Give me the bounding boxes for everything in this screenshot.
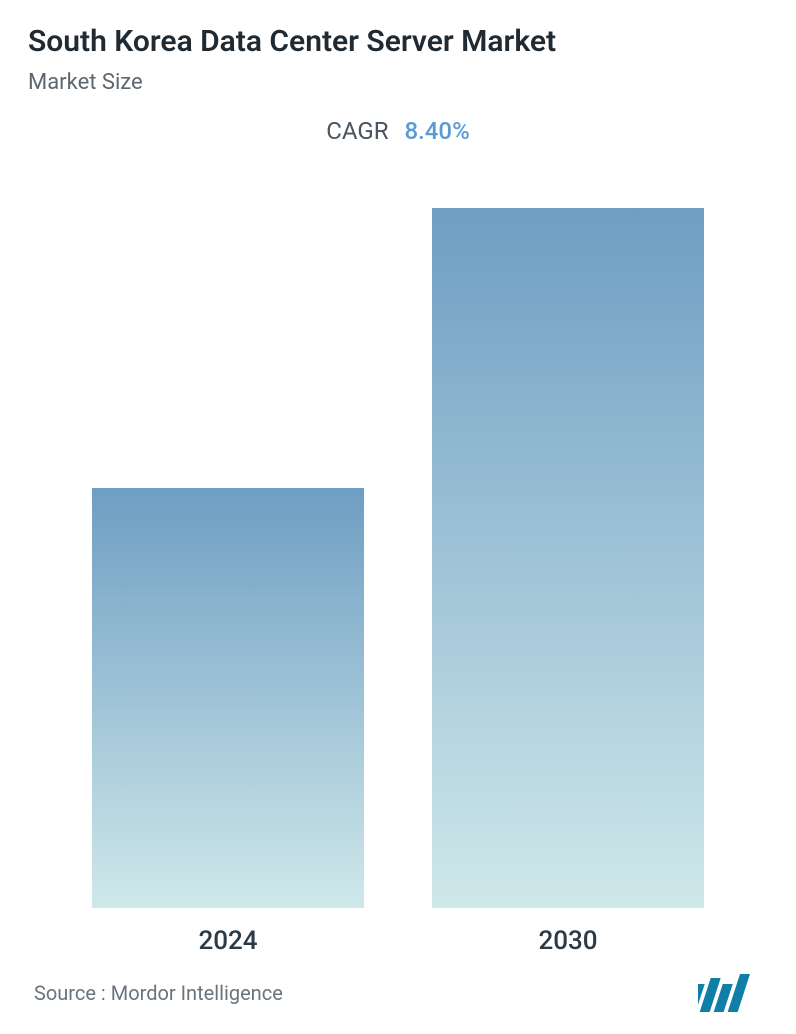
chart-area: 2024 2030 [58,175,738,956]
source-text: Source : Mordor Intelligence [34,981,283,1005]
chart-title: South Korea Data Center Server Market [28,24,768,60]
bar-label-2024: 2024 [198,926,257,956]
cagr-value: 8.40% [404,117,469,145]
cagr-label: CAGR [326,117,388,145]
footer: Source : Mordor Intelligence [28,956,768,1034]
bar-group-2024: 2024 [92,488,364,956]
brand-logo-icon [698,974,762,1012]
bar-label-2030: 2030 [538,926,597,956]
chart-subtitle: Market Size [28,70,768,95]
bar-2030 [432,208,704,908]
bars-wrap: 2024 2030 [58,256,738,956]
bar-2024 [92,488,364,908]
bar-group-2030: 2030 [432,208,704,956]
cagr-row: CAGR 8.40% [28,117,768,145]
